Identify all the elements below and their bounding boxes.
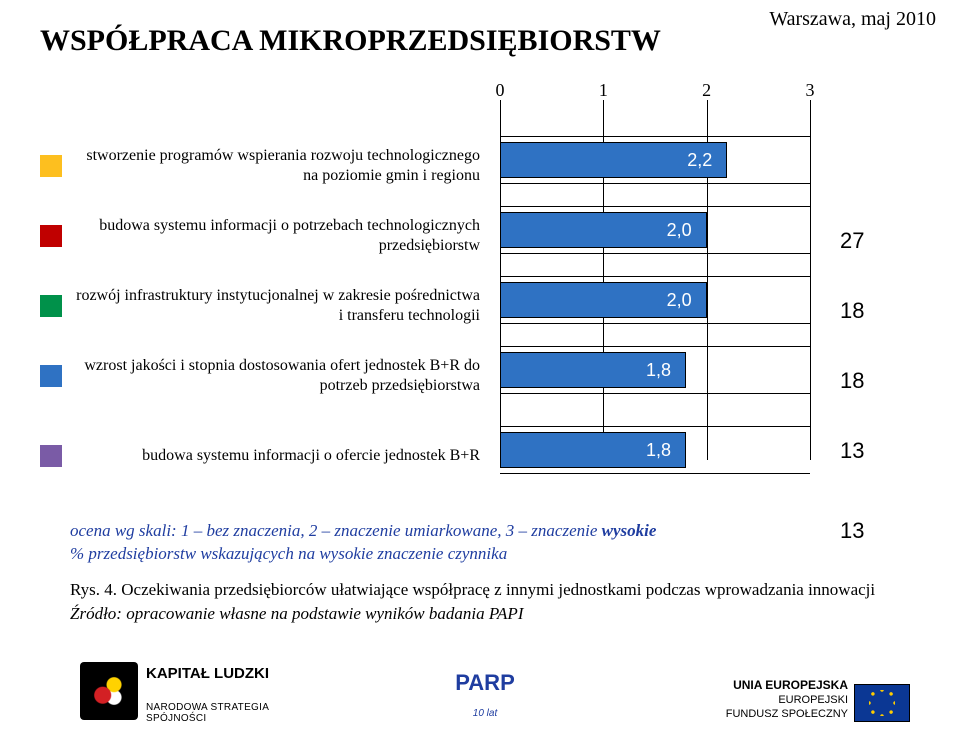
bullet-icon [40,365,62,387]
kapital-ludzki-icon [80,662,138,720]
x-tick: 1 [599,80,608,101]
chart-x-axis: 0123 [500,80,810,100]
bar: 2,0 [500,212,707,248]
pct-note: % przedsiębiorstw wskazujących na wysoki… [70,544,507,563]
bar-slot: 2,0 [500,206,810,254]
chart-row-label-text: rozwój infrastruktury instytucjonalnej w… [74,286,480,326]
bar: 1,8 [500,352,686,388]
chart-row-label-text: budowa systemu informacji o ofercie jedn… [74,446,480,466]
figure-source: Źródło: opracowanie własne na podstawie … [70,604,890,624]
bar: 2,2 [500,142,727,178]
chart-row-label: budowa systemu informacji o potrzebach t… [40,212,480,260]
chart-row-label-text: wzrost jakości i stopnia dostosowania of… [74,356,480,396]
side-value: 27 [840,228,900,254]
x-tick: 3 [806,80,815,101]
bullet-icon [40,295,62,317]
figure-caption: Rys. 4. Oczekiwania przedsiębiorców ułat… [70,580,890,600]
x-tick: 2 [702,80,711,101]
side-value: 13 [840,438,900,464]
bullet-icon [40,445,62,467]
eu-line2: EUROPEJSKI [778,694,848,706]
logo-kapital-ludzki: KAPITAŁ LUDZKI NARODOWA STRATEGIA SPÓJNO… [80,660,310,730]
bar: 2,0 [500,282,707,318]
chart-row-label-text: stworzenie programów wspierania rozwoju … [74,146,480,186]
bar-slot: 2,0 [500,276,810,324]
chart-scale-note: ocena wg skali: 1 – bez znaczenia, 2 – z… [70,520,890,566]
scale-note-bold: wysokie [602,521,657,540]
scale-note-text: ocena wg skali: 1 – bez znaczenia, 2 – z… [70,521,602,540]
eu-line1: UNIA EUROPEJSKA [733,678,848,692]
bullet-icon [40,155,62,177]
eu-flag-icon [854,684,910,722]
bar-slot: 2,2 [500,136,810,184]
chart-row-label: rozwój infrastruktury instytucjonalnej w… [40,282,480,330]
chart-row-label: stworzenie programów wspierania rozwoju … [40,142,480,190]
kapital-ludzki-title: KAPITAŁ LUDZKI [146,666,269,682]
bar-slot: 1,8 [500,426,810,474]
logo-parp: PARP 10 lat [430,670,540,725]
x-tick: 0 [496,80,505,101]
side-value: 18 [840,368,900,394]
chart-labels-column: stworzenie programów wspierania rozwoju … [0,106,480,466]
bullet-icon [40,225,62,247]
chart-plot-area: 0123 2,22,02,01,81,8 [500,80,810,480]
chart-row-label-text: budowa systemu informacji o potrzebach t… [74,216,480,256]
bar: 1,8 [500,432,686,468]
page-title: WSPÓŁPRACA MIKROPRZEDSIĘBIORSTW [40,24,661,58]
logo-eu: UNIA EUROPEJSKA EUROPEJSKI FUNDUSZ SPOŁE… [690,664,910,734]
side-value: 18 [840,298,900,324]
chart-row-label: wzrost jakości i stopnia dostosowania of… [40,352,480,400]
parp-sub: 10 lat [473,708,497,719]
chart-container: stworzenie programów wspierania rozwoju … [0,80,960,480]
logo-strip: KAPITAŁ LUDZKI NARODOWA STRATEGIA SPÓJNO… [0,660,960,740]
kapital-ludzki-sub: NARODOWA STRATEGIA SPÓJNOŚCI [146,702,310,724]
eu-line3: FUNDUSZ SPOŁECZNY [726,708,848,720]
parp-text: PARP [455,670,515,695]
chart-row-label: budowa systemu informacji o ofercie jedn… [40,432,480,480]
header-location-date: Warszawa, maj 2010 [769,8,936,31]
gridline [810,100,811,460]
bar-slot: 1,8 [500,346,810,394]
